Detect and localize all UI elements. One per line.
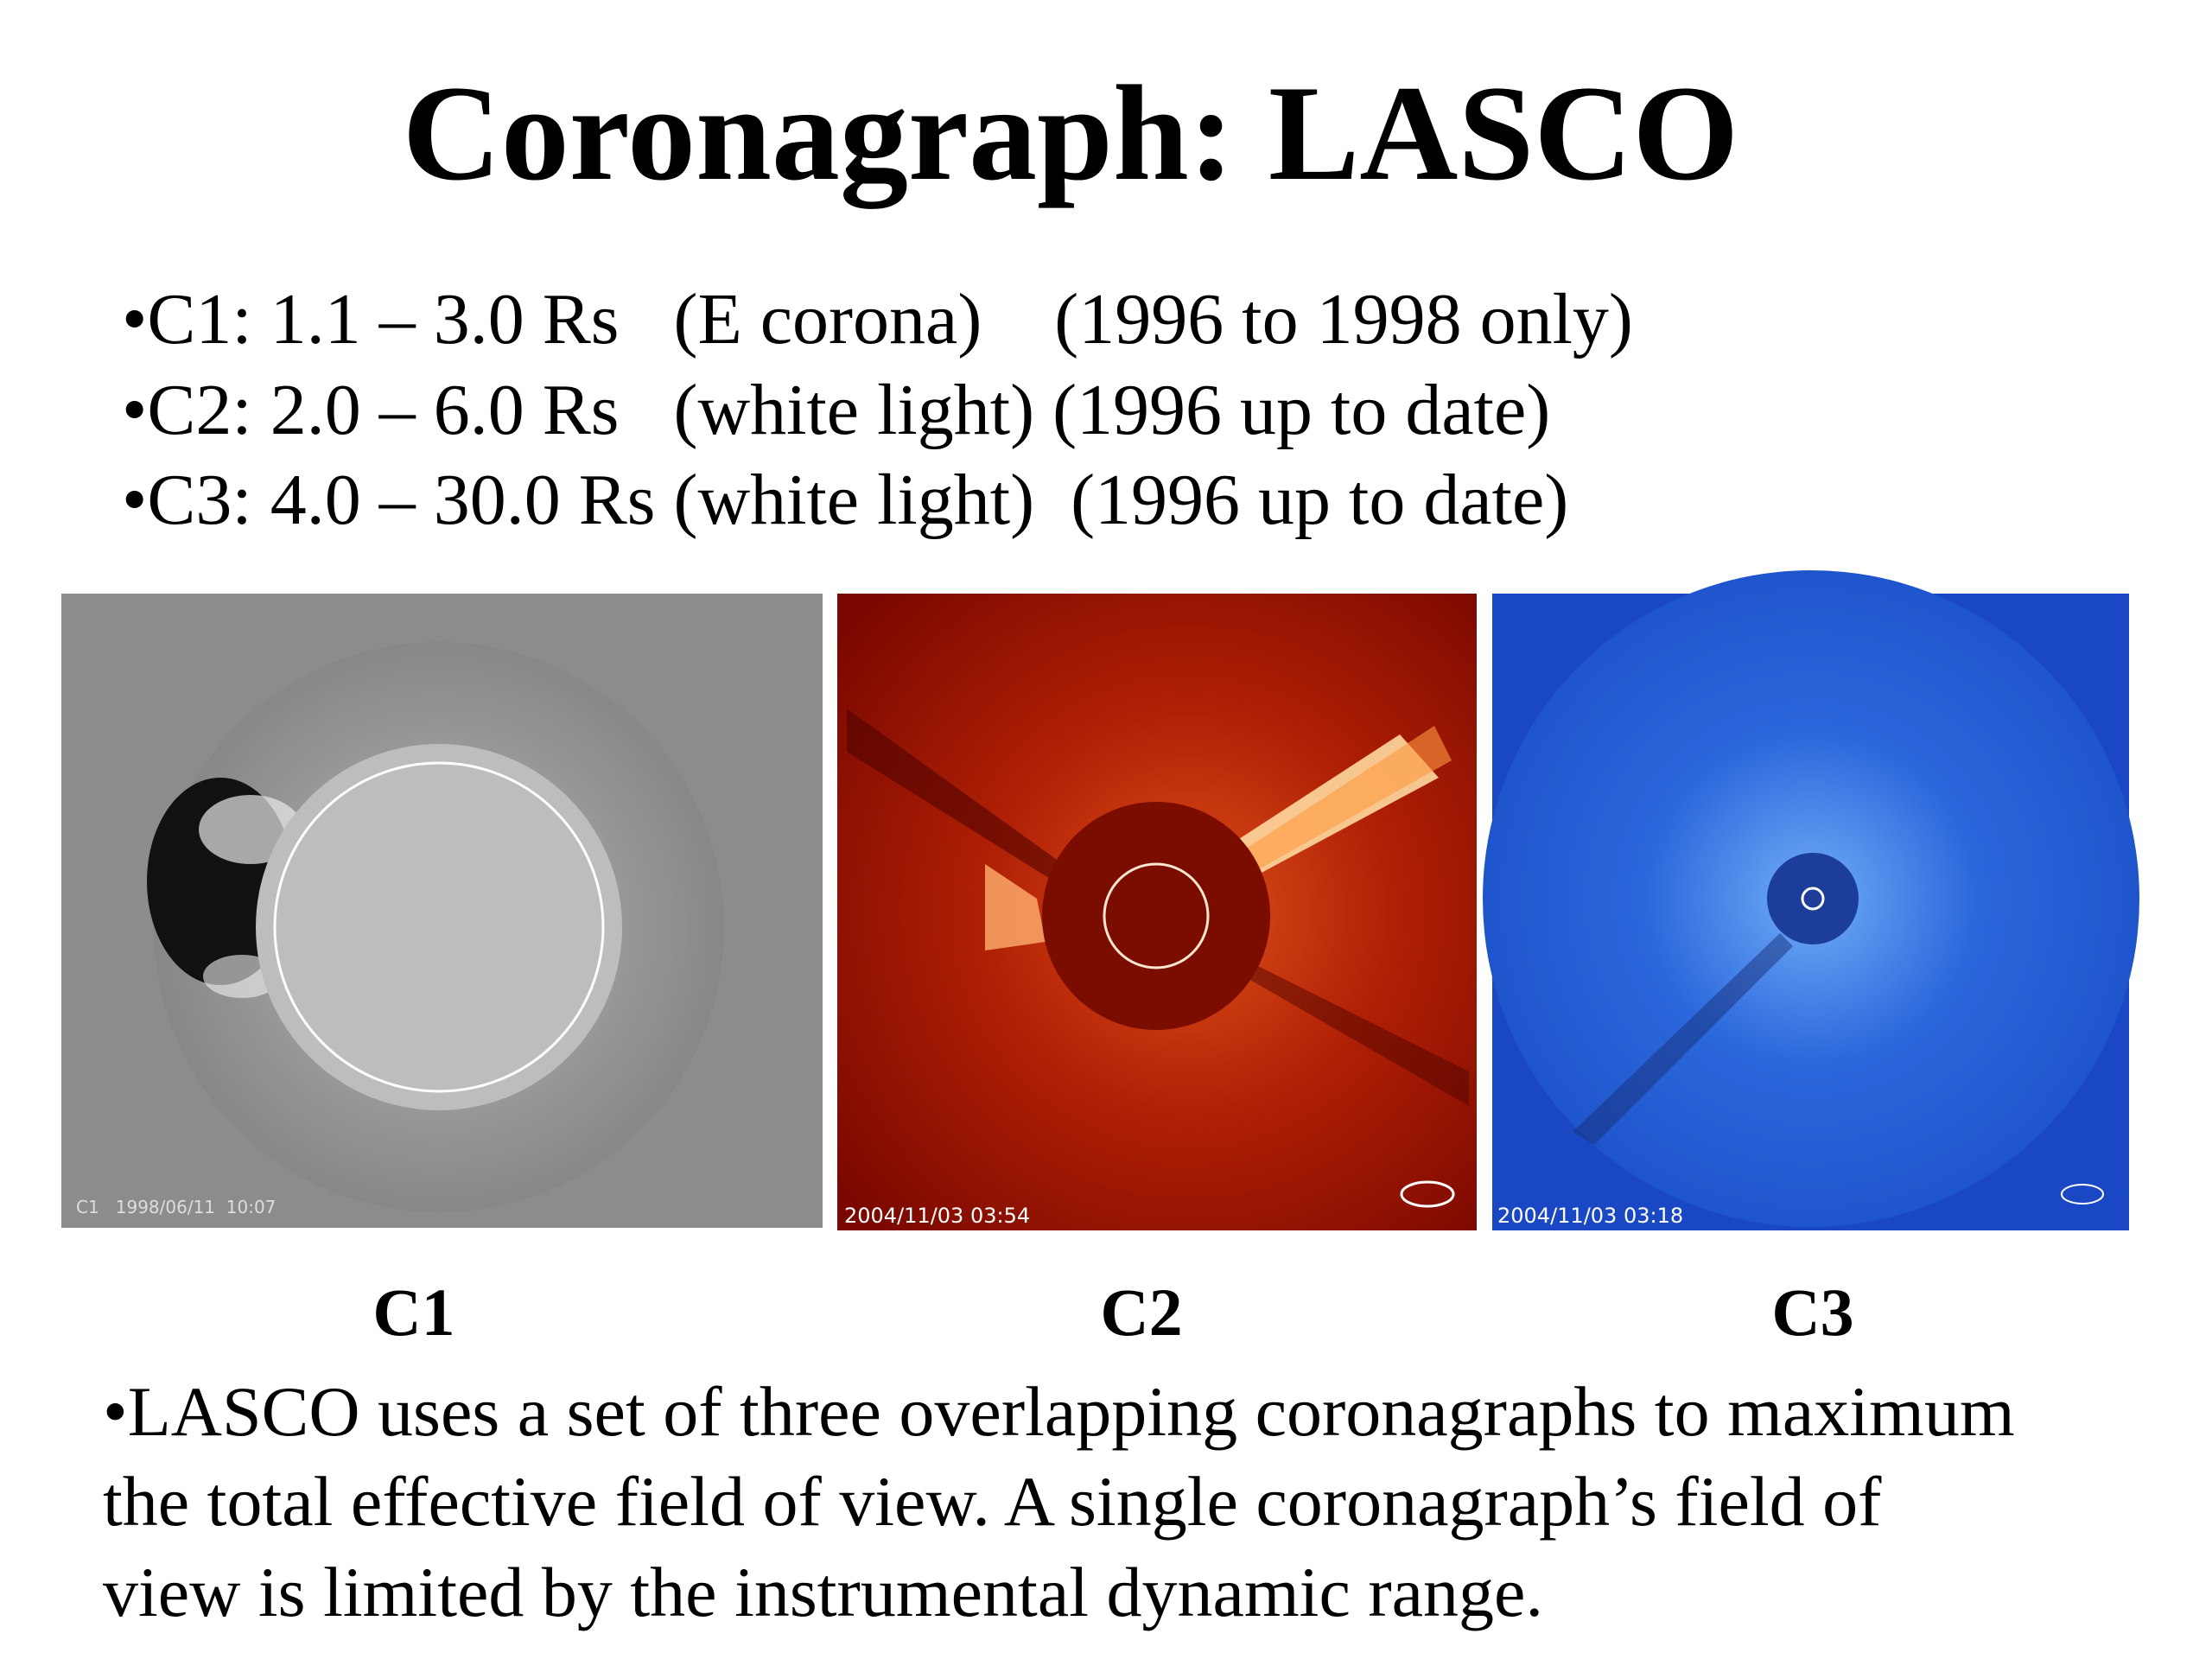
bullet: •C2: 2.0 – 6.0 Rs (white light) (1996 up… — [122, 370, 1550, 450]
timestamp: C1 1998/06/11 10:07 — [76, 1197, 276, 1217]
panel-label: C2 — [1100, 1274, 1182, 1350]
bullet: •C3: 4.0 – 30.0 Rs (white light) (1996 u… — [122, 460, 1568, 540]
c3-image: 2004/11/03 03:18 — [1483, 570, 2139, 1230]
timestamp: 2004/11/03 03:18 — [1497, 1204, 1683, 1228]
slide-title: Coronagraph: LASCO — [403, 58, 1739, 209]
footer-line: •LASCO uses a set of three overlapping c… — [103, 1372, 2015, 1451]
footer-line: the total effective field of view. A sin… — [103, 1462, 1882, 1541]
c2-image: 2004/11/03 03:54 — [837, 594, 1477, 1230]
bullet: •C1: 1.1 – 3.0 Rs (E corona) (1996 to 19… — [122, 279, 1633, 359]
panel-label: C3 — [1771, 1274, 1853, 1350]
c1-image: C1 1998/06/11 10:07 — [61, 594, 823, 1228]
footer-line: view is limited by the instrumental dyna… — [103, 1553, 1543, 1631]
timestamp: 2004/11/03 03:54 — [844, 1204, 1030, 1228]
panel-label: C1 — [372, 1274, 454, 1350]
